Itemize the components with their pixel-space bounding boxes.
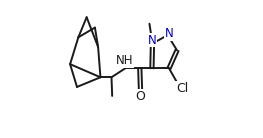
Text: N: N — [165, 27, 173, 40]
Text: Cl: Cl — [176, 82, 188, 95]
Text: N: N — [147, 34, 156, 47]
Text: O: O — [135, 90, 145, 103]
Text: NH: NH — [116, 54, 133, 67]
